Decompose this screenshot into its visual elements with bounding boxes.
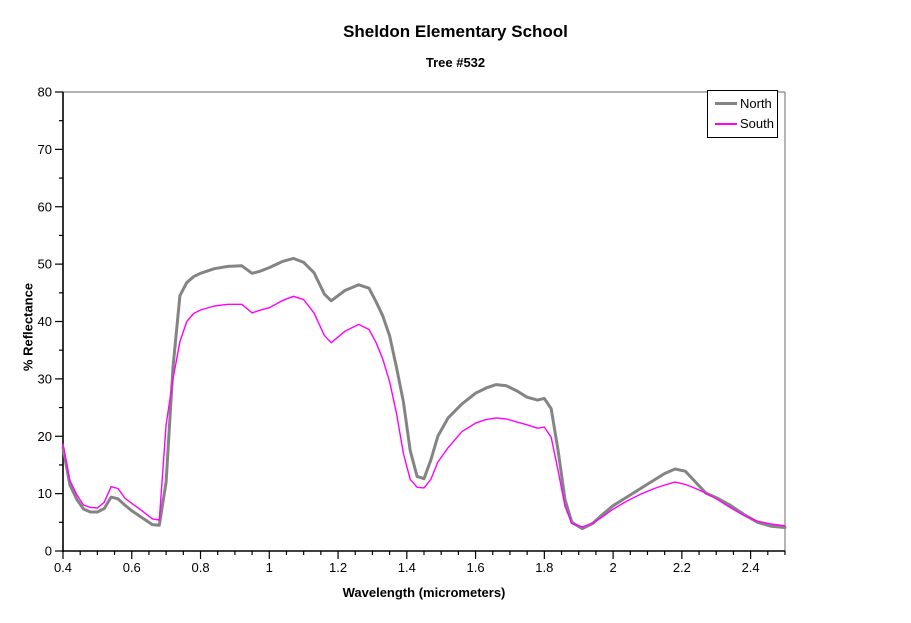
legend-label-north: North [740, 96, 772, 111]
legend-item-north: North [715, 97, 773, 110]
legend: North South [707, 90, 778, 138]
x-tick-label: 2.2 [673, 560, 691, 575]
y-tick-label: 30 [38, 371, 52, 386]
x-tick-label: 0.4 [54, 560, 72, 575]
y-tick-label: 10 [38, 486, 52, 501]
y-axis-title: % Reflectance [20, 282, 36, 372]
series-line-north [61, 256, 787, 531]
x-tick-label: 1.6 [467, 560, 485, 575]
legend-item-south: South [715, 116, 774, 131]
x-tick-label: 1 [266, 560, 273, 575]
north-line-swatch [715, 102, 737, 105]
y-tick-label: 0 [45, 544, 52, 559]
x-tick-label: 2 [609, 560, 616, 575]
x-tick-label: 1.8 [535, 560, 553, 575]
south-line-swatch [715, 122, 737, 125]
y-tick-label: 20 [38, 429, 52, 444]
y-tick-label: 80 [38, 85, 52, 100]
y-tick-label: 40 [38, 314, 52, 329]
x-axis-title: Wavelength (micrometers) [342, 585, 506, 600]
series-line-south [62, 295, 786, 528]
y-tick-label: 50 [38, 257, 52, 272]
chart-title: Sheldon Elementary School [343, 22, 568, 41]
chart-subtitle: Tree #532 [425, 55, 486, 70]
y-tick-label: 70 [38, 142, 52, 157]
x-tick-label: 0.8 [191, 560, 209, 575]
x-tick-label: 2.4 [742, 560, 760, 575]
x-tick-label: 1.4 [398, 560, 416, 575]
legend-label-south: South [740, 116, 774, 131]
x-tick-label: 1.2 [329, 560, 347, 575]
y-tick-label: 60 [38, 199, 52, 214]
x-tick-label: 0.6 [123, 560, 141, 575]
